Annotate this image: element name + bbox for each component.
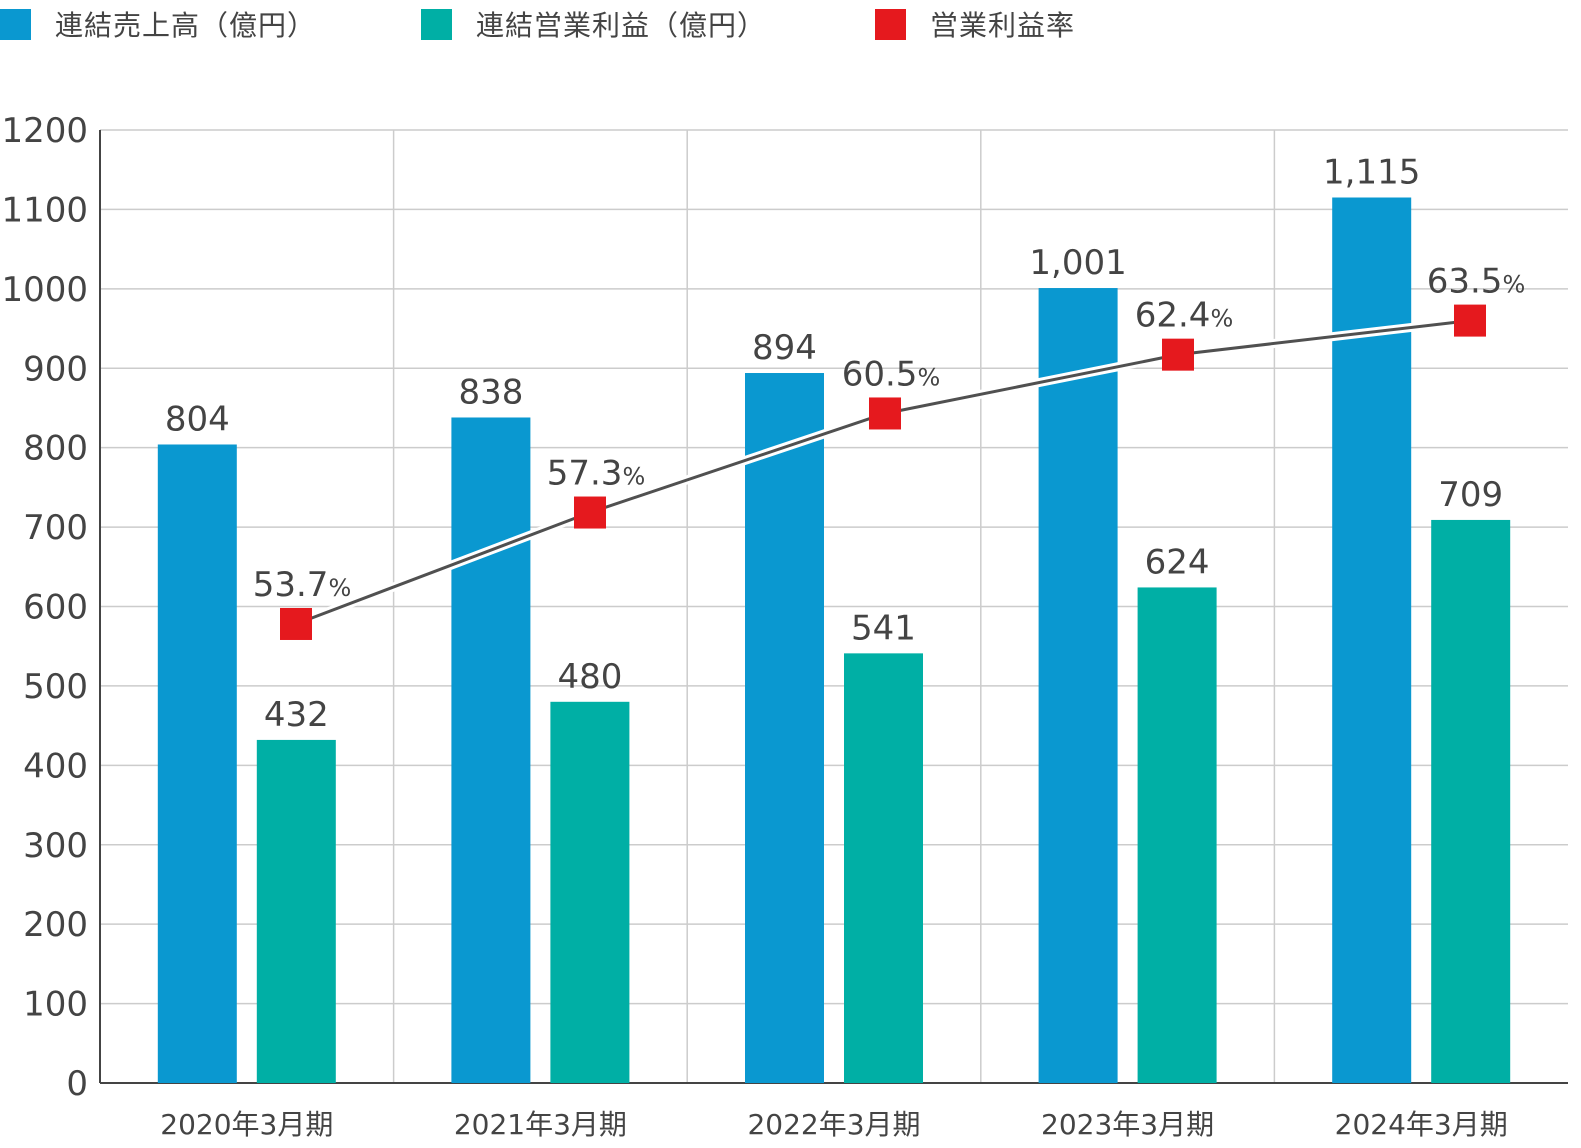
- data-label-sales: 1,115: [1323, 153, 1420, 193]
- y-tick-label: 1200: [1, 111, 88, 151]
- y-tick-label: 1000: [1, 270, 88, 310]
- grid: [99, 129, 1568, 1084]
- bar-operating-profit: [1431, 519, 1511, 1083]
- bars: [157, 197, 1511, 1084]
- x-category-label: 2024年3月期: [1335, 1108, 1508, 1141]
- legend-item-sales: 連結売上高（億円）: [0, 4, 316, 44]
- data-label-margin: 60.5%: [842, 354, 941, 394]
- y-tick-label: 400: [23, 746, 88, 786]
- margin-value: 60.5: [842, 354, 918, 394]
- legend-label-operating-profit: 連結営業利益（億円）: [476, 9, 767, 42]
- y-tick-label: 700: [23, 508, 88, 548]
- y-tick-label: 300: [23, 826, 88, 866]
- y-tick-label: 1100: [1, 190, 88, 230]
- y-tick-label: 800: [23, 429, 88, 469]
- data-label-margin: 57.3%: [547, 454, 646, 494]
- data-label-sales: 804: [165, 399, 230, 439]
- data-label-operating-profit: 624: [1145, 542, 1210, 582]
- bar-operating-profit: [844, 653, 923, 1083]
- data-label-sales: 894: [752, 328, 817, 368]
- data-label-operating-profit: 432: [264, 695, 329, 735]
- bar-operating-profit: [1137, 587, 1217, 1083]
- bar-operating-profit: [256, 739, 336, 1083]
- y-tick-label: 900: [23, 349, 88, 389]
- data-label-operating-profit: 541: [851, 608, 916, 648]
- margin-marker: [574, 496, 606, 529]
- margin-unit: %: [328, 574, 351, 602]
- legend-item-operating-profit: 連結営業利益（億円）: [421, 4, 766, 44]
- y-tick-label: 0: [66, 1064, 88, 1104]
- x-category-label: 2020年3月期: [160, 1108, 333, 1141]
- y-tick-label: 600: [23, 588, 88, 628]
- margin-value: 63.5: [1427, 262, 1503, 302]
- bar-sales: [745, 373, 824, 1083]
- data-label-margin: 62.4%: [1135, 296, 1234, 336]
- data-label-margin: 63.5%: [1427, 262, 1526, 302]
- legend-swatch-margin: [875, 8, 906, 40]
- x-category-label: 2023年3月期: [1041, 1108, 1214, 1141]
- margin-marker: [1162, 338, 1194, 371]
- margin-unit: %: [622, 463, 645, 491]
- legend-label-margin: 営業利益率: [930, 9, 1076, 42]
- margin-marker: [1454, 304, 1486, 337]
- data-label-operating-profit: 709: [1438, 475, 1503, 515]
- labels: 0 100 200 300 400 500 600 700 800 900 1000 1100 1200…: [1, 111, 1525, 1141]
- data-label-margin: 53.7%: [253, 565, 352, 605]
- margin-value: 62.4: [1135, 296, 1211, 336]
- margin-marker: [869, 397, 901, 430]
- bar-sales: [451, 417, 531, 1083]
- margin-unit: %: [917, 363, 940, 391]
- y-tick-label: 500: [23, 667, 88, 707]
- data-label-operating-profit: 480: [557, 657, 622, 697]
- legend-item-margin: 営業利益率: [875, 4, 1075, 44]
- bar-sales: [157, 444, 237, 1083]
- legend-label-sales: 連結売上高（億円）: [55, 9, 317, 42]
- data-label-sales: 1,001: [1029, 243, 1126, 283]
- y-tick-label: 200: [23, 905, 88, 945]
- margin-marker: [280, 607, 312, 640]
- x-category-label: 2021年3月期: [454, 1108, 627, 1141]
- margin-unit: %: [1210, 305, 1233, 333]
- x-category-label: 2022年3月期: [747, 1108, 920, 1141]
- margin-unit: %: [1502, 271, 1525, 299]
- margin-value: 53.7: [253, 565, 329, 605]
- margin-value: 57.3: [547, 454, 623, 494]
- legend-swatch-operating-profit: [421, 8, 452, 40]
- legend-swatch-sales: [0, 8, 31, 40]
- bar-sales: [1332, 197, 1412, 1084]
- data-label-sales: 838: [458, 372, 523, 412]
- bar-sales: [1038, 288, 1118, 1083]
- margin-line: [280, 304, 1486, 640]
- y-tick-label: 100: [23, 985, 88, 1025]
- bar-operating-profit: [550, 701, 630, 1083]
